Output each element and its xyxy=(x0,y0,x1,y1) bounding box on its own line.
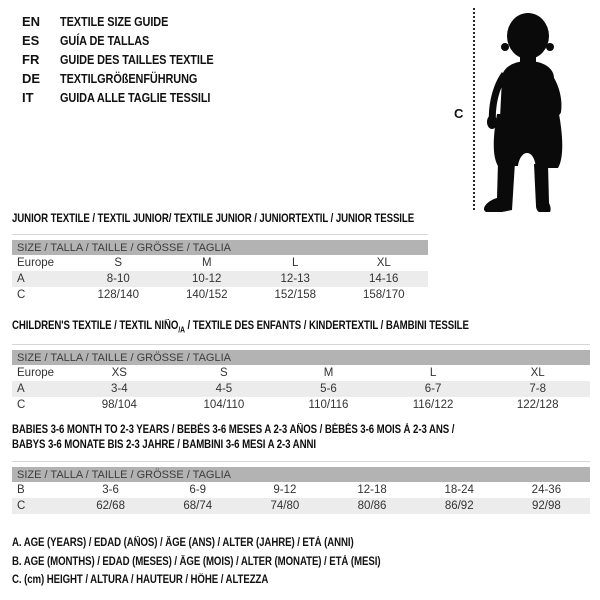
value-cell: 24-36 xyxy=(531,484,562,496)
value-cell: 140/152 xyxy=(185,289,228,301)
row-label-cell: A xyxy=(12,271,74,287)
value-cell: 116/122 xyxy=(412,399,454,412)
language-title: GUIDE DES TAILLES TEXTILE xyxy=(60,52,214,67)
table-row: B 3-6 6-9 9-12 12-18 18-24 24-36 xyxy=(12,482,590,498)
value-cell: S xyxy=(114,257,123,269)
table-row: A 8-10 10-12 12-13 14-16 xyxy=(12,271,428,287)
value-cell: 104/110 xyxy=(203,399,245,412)
table-row: Europe S M L XL xyxy=(12,255,428,271)
value-cell: 10-12 xyxy=(162,271,251,287)
language-code: IT xyxy=(22,90,34,105)
table-row: C 98/104 104/110 110/116 116/122 122/128 xyxy=(12,397,590,413)
row-label-cell: Europe xyxy=(17,257,55,269)
language-title: GUÍA DE TALLAS xyxy=(60,33,150,48)
value-cell: 68/74 xyxy=(154,498,242,514)
footnote-a: A. AGE (YEARS) / EDAD (AÑOS) / ÂGE (ANS)… xyxy=(12,537,354,549)
language-row: EN TEXTILE SIZE GUIDE xyxy=(22,12,243,31)
row-label-cell: B xyxy=(17,484,25,496)
table-row: C 62/68 68/74 74/80 80/86 86/92 92/98 xyxy=(12,498,590,514)
divider-rule xyxy=(12,234,428,235)
children-size-table: SIZE / TALLA / TAILLE / GRÖSSE / TAGLIA … xyxy=(12,350,590,413)
language-list: EN TEXTILE SIZE GUIDE ES GUÍA DE TALLAS … xyxy=(22,12,243,107)
value-cell: 18-24 xyxy=(444,484,474,496)
value-cell: 152/158 xyxy=(274,289,317,301)
value-cell: 110/116 xyxy=(308,399,349,412)
value-cell: 3-6 xyxy=(102,484,119,496)
value-cell: 7-8 xyxy=(485,381,590,398)
value-cell: 128/140 xyxy=(97,289,140,301)
value-cell: M xyxy=(201,257,212,269)
row-label-cell: A xyxy=(12,381,67,398)
value-cell: 92/98 xyxy=(502,498,590,514)
value-cell: L xyxy=(429,367,437,380)
language-row: FR GUIDE DES TAILLES TEXTILE xyxy=(22,50,243,69)
value-cell: 12-13 xyxy=(251,271,340,287)
table-row: Europe XS S M L XL xyxy=(12,365,590,381)
value-cell: XL xyxy=(376,257,391,269)
row-label-cell: Europe xyxy=(17,367,55,380)
value-cell: 86/92 xyxy=(415,498,503,514)
children-table-title: CHILDREN'S TEXTILE / TEXTIL NIÑO/A / TEX… xyxy=(12,320,469,335)
value-cell: 122/128 xyxy=(516,399,559,412)
language-code: FR xyxy=(22,52,40,67)
value-cell: 5-6 xyxy=(276,381,381,398)
language-row: DE TEXTILGRÖßENFÜHRUNG xyxy=(22,69,243,88)
footnote-b: B. AGE (MONTHS) / EDAD (MESES) / ÂGE (MO… xyxy=(12,555,381,568)
size-header-bar: SIZE / TALLA / TAILLE / GRÖSSE / TAGLIA xyxy=(12,467,590,482)
size-header-bar: SIZE / TALLA / TAILLE / GRÖSSE / TAGLIA xyxy=(12,350,590,366)
value-cell: XL xyxy=(530,367,545,380)
junior-textile-section: JUNIOR TEXTILE / TEXTIL JUNIOR/ TEXTILE … xyxy=(12,213,428,303)
row-label-cell: C xyxy=(17,399,26,412)
language-title: GUIDA ALLE TAGLIE TESSILI xyxy=(60,90,211,105)
children-textile-section: CHILDREN'S TEXTILE / TEXTIL NIÑO/A / TEX… xyxy=(12,320,590,413)
language-title: TEXTILGRÖßENFÜHRUNG xyxy=(60,71,198,86)
value-cell: XS xyxy=(111,367,127,380)
value-cell: 3-4 xyxy=(67,381,172,398)
junior-table-title: JUNIOR TEXTILE / TEXTIL JUNIOR/ TEXTILE … xyxy=(12,213,415,225)
language-code: DE xyxy=(22,71,41,86)
value-cell: 12-18 xyxy=(357,484,387,496)
value-cell: L xyxy=(292,257,299,269)
table-row: C 128/140 140/152 152/158 158/170 xyxy=(12,287,428,303)
height-measure-line xyxy=(473,8,475,210)
table-row: A 3-4 4-5 5-6 6-7 7-8 xyxy=(12,381,590,398)
footnote-c: C. (cm) HEIGHT / ALTURA / HAUTEUR / HÖHE… xyxy=(12,574,269,586)
value-cell: 14-16 xyxy=(339,271,428,287)
value-cell: 4-5 xyxy=(171,381,277,398)
value-cell: 158/170 xyxy=(362,289,405,301)
junior-size-table: SIZE / TALLA / TAILLE / GRÖSSE / TAGLIA … xyxy=(12,240,428,303)
value-cell: 6-7 xyxy=(380,381,486,398)
language-title: TEXTILE SIZE GUIDE xyxy=(60,14,169,29)
value-cell: 98/104 xyxy=(101,399,137,412)
divider-rule xyxy=(12,461,590,462)
height-measure-label: C xyxy=(454,106,464,121)
language-row: IT GUIDA ALLE TAGLIE TESSILI xyxy=(22,88,243,107)
size-header-bar: SIZE / TALLA / TAILLE / GRÖSSE / TAGLIA xyxy=(12,240,428,255)
value-cell: 74/80 xyxy=(241,498,329,514)
babies-table-title-line2: BABYS 3-6 MONATE BIS 2-3 JAHRE / BAMBINI… xyxy=(12,439,316,451)
babies-textile-section: BABIES 3-6 MONTH TO 2-3 YEARS / BEBÉS 3-… xyxy=(12,423,590,514)
babies-size-table: SIZE / TALLA / TAILLE / GRÖSSE / TAGLIA … xyxy=(12,467,590,514)
value-cell: 6-9 xyxy=(189,484,207,496)
value-cell: 9-12 xyxy=(273,484,297,496)
divider-rule xyxy=(12,344,590,346)
language-row: ES GUÍA DE TALLAS xyxy=(22,31,243,50)
row-label-cell: C xyxy=(12,498,67,514)
footnotes: A. AGE (YEARS) / EDAD (AÑOS) / ÂGE (ANS)… xyxy=(12,534,451,590)
value-cell: 80/86 xyxy=(328,498,416,514)
value-cell: 62/68 xyxy=(67,498,155,514)
language-code: ES xyxy=(22,33,40,48)
babies-table-title-line1: BABIES 3-6 MONTH TO 2-3 YEARS / BEBÉS 3-… xyxy=(12,424,455,436)
row-label-cell: C xyxy=(17,289,26,301)
baby-silhouette-icon xyxy=(484,13,563,212)
language-code: EN xyxy=(22,14,41,29)
value-cell: M xyxy=(323,367,334,380)
nino-a-subscript: /A xyxy=(178,325,185,335)
value-cell: 8-10 xyxy=(74,271,163,287)
value-cell: S xyxy=(220,367,228,380)
